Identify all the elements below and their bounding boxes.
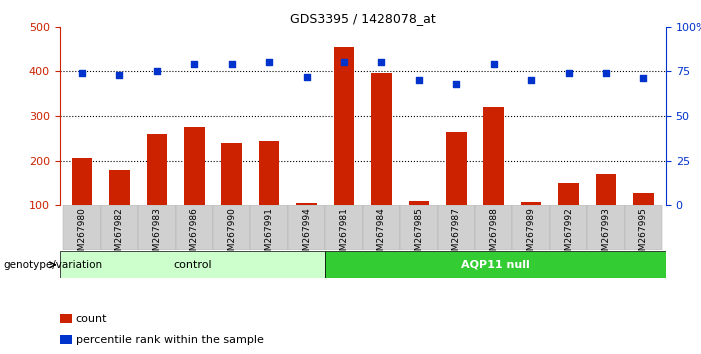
Text: GSM267986: GSM267986 (190, 207, 199, 262)
Point (638, 75, 649, 81)
Text: genotype/variation: genotype/variation (4, 260, 102, 270)
Text: GSM267995: GSM267995 (639, 207, 648, 262)
Text: AQP11 null: AQP11 null (461, 259, 530, 270)
Bar (334, 47, 354, 205)
Bar (213, 205, 250, 250)
Bar (409, 201, 429, 205)
Bar (550, 205, 587, 250)
Title: GDS3395 / 1428078_at: GDS3395 / 1428078_at (290, 12, 435, 25)
Point (488, 61, 499, 67)
Bar (288, 205, 325, 250)
Text: control: control (173, 259, 212, 270)
Bar (596, 174, 616, 205)
Bar (633, 193, 654, 205)
Text: GSM267987: GSM267987 (452, 207, 461, 262)
Bar (72, 158, 93, 205)
Point (563, 70, 574, 76)
Text: GSM267993: GSM267993 (601, 207, 611, 262)
Bar (587, 205, 625, 250)
Text: GSM267985: GSM267985 (414, 207, 423, 262)
Bar (625, 205, 662, 250)
Text: GSM267991: GSM267991 (265, 207, 273, 262)
Point (301, 74, 312, 79)
Point (451, 81, 462, 87)
Point (264, 59, 275, 65)
Bar (372, 74, 392, 205)
Bar (250, 205, 288, 250)
Bar (325, 251, 666, 278)
Bar (446, 132, 467, 205)
Text: count: count (76, 314, 107, 324)
Bar (138, 205, 176, 250)
Bar (147, 134, 168, 205)
Bar (101, 205, 138, 250)
Text: GSM267984: GSM267984 (377, 207, 386, 262)
Text: GSM267980: GSM267980 (78, 207, 86, 262)
Point (339, 59, 350, 65)
Point (151, 68, 163, 74)
Bar (60, 251, 325, 278)
Text: GSM267982: GSM267982 (115, 207, 124, 262)
Bar (222, 143, 242, 205)
Bar (325, 205, 363, 250)
Bar (437, 205, 475, 250)
Bar (184, 127, 205, 205)
Text: GSM267990: GSM267990 (227, 207, 236, 262)
Text: GSM267994: GSM267994 (302, 207, 311, 262)
Point (414, 77, 425, 83)
Bar (63, 205, 101, 250)
Bar (297, 203, 317, 205)
Bar (363, 205, 400, 250)
Point (601, 70, 612, 76)
Point (526, 77, 537, 83)
Text: GSM267988: GSM267988 (489, 207, 498, 262)
Point (114, 72, 125, 78)
Text: GSM267983: GSM267983 (152, 207, 161, 262)
Text: GSM267992: GSM267992 (564, 207, 573, 262)
Bar (521, 202, 541, 205)
Point (189, 61, 200, 67)
Bar (259, 141, 280, 205)
Text: percentile rank within the sample: percentile rank within the sample (76, 335, 264, 345)
Bar (400, 205, 437, 250)
Bar (512, 205, 550, 250)
Point (226, 61, 238, 67)
Point (376, 59, 387, 65)
Bar (176, 205, 213, 250)
Point (76, 70, 88, 76)
Bar (558, 183, 579, 205)
Text: GSM267989: GSM267989 (526, 207, 536, 262)
Bar (484, 107, 504, 205)
Text: GSM267981: GSM267981 (339, 207, 348, 262)
Bar (475, 205, 512, 250)
Bar (109, 171, 130, 205)
